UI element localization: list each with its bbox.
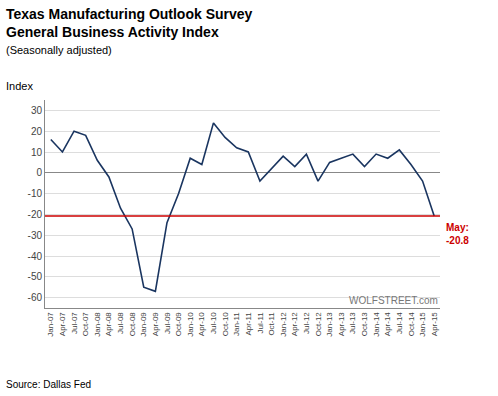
svg-text:Oct-10: Oct-10 [221,312,230,337]
svg-text:30: 30 [31,105,43,116]
svg-text:Jul-10: Jul-10 [209,312,218,334]
svg-text:Jul-11: Jul-11 [256,312,265,334]
svg-text:General Business Activity Inde: General Business Activity Index [6,24,219,40]
svg-text:Jan-11: Jan-11 [232,312,241,336]
svg-text:Apr-08: Apr-08 [105,312,114,337]
svg-text:Oct-14: Oct-14 [407,312,416,337]
svg-text:Apr-11: Apr-11 [244,312,253,336]
svg-text:Jul-09: Jul-09 [163,312,172,334]
svg-text:Apr-09: Apr-09 [151,312,160,337]
svg-text:Jan-10: Jan-10 [186,312,195,337]
svg-text:Apr-12: Apr-12 [290,312,299,337]
svg-text:May:-20.8: May:-20.8 [446,222,469,246]
svg-text:Apr-13: Apr-13 [337,312,346,337]
svg-text:-20: -20 [28,209,43,220]
svg-text:0: 0 [36,167,42,178]
svg-text:Texas Manufacturing Outlook Su: Texas Manufacturing Outlook Survey [6,6,253,22]
svg-text:Apr-10: Apr-10 [197,312,206,337]
svg-text:Oct-09: Oct-09 [174,312,183,337]
svg-text:Jan-12: Jan-12 [279,312,288,337]
svg-text:Jan-15: Jan-15 [418,312,427,337]
svg-text:Index: Index [6,80,33,92]
svg-text:Apr-07: Apr-07 [58,312,67,337]
svg-text:Jan-08: Jan-08 [93,312,102,337]
svg-text:-10: -10 [28,188,43,199]
svg-text:Jan-13: Jan-13 [325,312,334,337]
svg-text:Jul-14: Jul-14 [395,312,404,334]
svg-text:WOLFSTREET.com: WOLFSTREET.com [349,295,438,306]
svg-text:Oct-12: Oct-12 [314,312,323,337]
svg-text:Oct-07: Oct-07 [81,312,90,337]
svg-text:Oct-13: Oct-13 [360,312,369,337]
svg-text:20: 20 [31,126,43,137]
svg-text:Jul-12: Jul-12 [302,312,311,334]
svg-text:(Seasonally adjusted): (Seasonally adjusted) [6,44,112,56]
svg-text:Jul-13: Jul-13 [348,312,357,334]
svg-text:10: 10 [31,147,43,158]
svg-text:Jul-08: Jul-08 [116,312,125,334]
svg-text:-50: -50 [28,271,43,282]
svg-text:-60: -60 [28,292,43,303]
svg-text:Apr-15: Apr-15 [430,312,439,337]
svg-text:Jul-07: Jul-07 [70,312,79,334]
svg-text:Jan-07: Jan-07 [46,312,55,337]
svg-text:-30: -30 [28,230,43,241]
svg-text:Oct-11: Oct-11 [267,312,276,336]
svg-text:Oct-08: Oct-08 [128,312,137,337]
svg-text:Apr-14: Apr-14 [383,312,392,337]
svg-text:Source: Dallas Fed: Source: Dallas Fed [6,379,91,390]
svg-text:-40: -40 [28,251,43,262]
svg-text:Jan-09: Jan-09 [139,312,148,337]
svg-text:Jan-14: Jan-14 [372,312,381,337]
